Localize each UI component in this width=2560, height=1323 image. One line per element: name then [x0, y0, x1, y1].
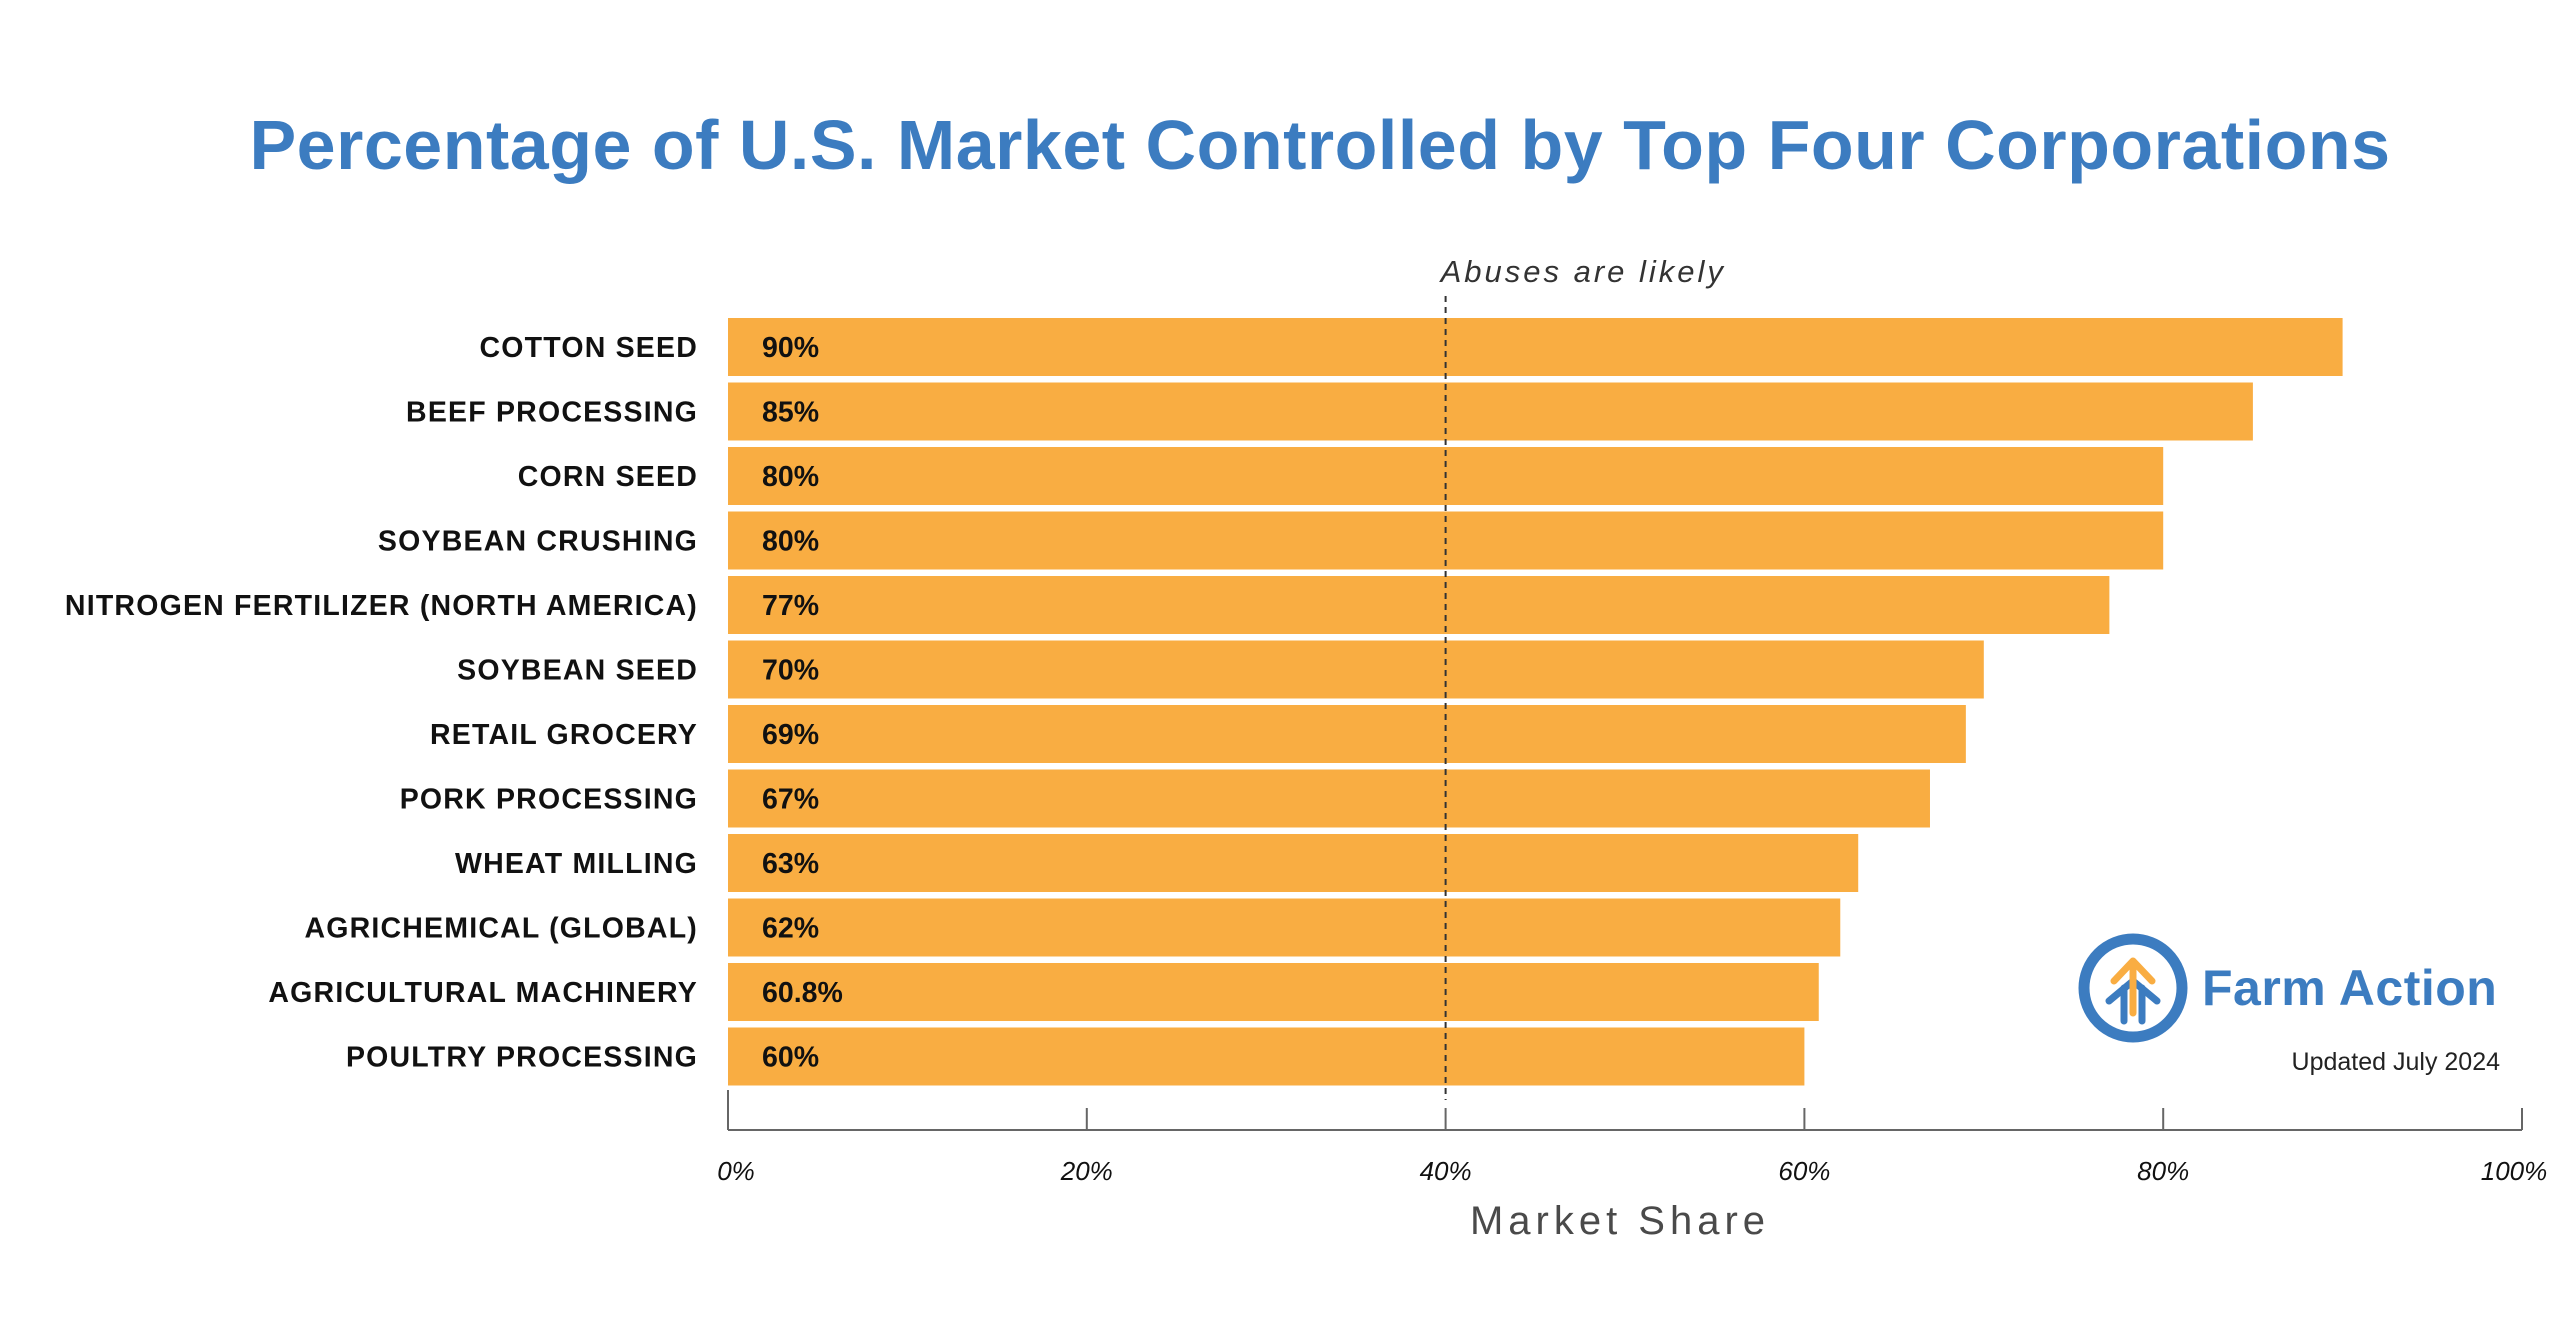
upward-arrows-circle-icon	[2078, 933, 2188, 1042]
farm-action-logo: Farm Action	[2078, 930, 2497, 1045]
category-label: PORK PROCESSING	[400, 784, 698, 816]
x-axis-title: Market Share	[1470, 1199, 1770, 1243]
x-axis: 0% 20% 40% 60% 80% 100%	[717, 1090, 2547, 1186]
category-label: AGRICULTURAL MACHINERY	[268, 977, 698, 1009]
x-tick-label: 80%	[2137, 1156, 2189, 1186]
data-label: 67%	[762, 784, 819, 816]
category-label: CORN SEED	[518, 461, 698, 493]
category-label: COTTON SEED	[479, 332, 698, 364]
category-label: WHEAT MILLING	[455, 848, 698, 880]
data-label: 80%	[762, 526, 819, 558]
x-tick-label: 100%	[2481, 1156, 2548, 1186]
data-labels: 90% 85% 80% 80% 77% 70% 69% 67% 63% 62% 60.8% 60%	[762, 332, 843, 1074]
chart-title: Percentage of U.S. Market Controlled by …	[249, 106, 2391, 184]
reference-line-label: Abuses are likely	[1439, 254, 1726, 289]
category-label: BEEF PROCESSING	[406, 397, 698, 429]
data-label: 80%	[762, 461, 819, 493]
reference-line-group: Abuses are likely	[1439, 254, 1726, 1100]
bar	[728, 963, 1819, 1021]
bar	[728, 382, 2253, 441]
data-label: 63%	[762, 848, 819, 880]
data-label: 60.8%	[762, 977, 843, 1009]
category-label: SOYBEAN CRUSHING	[378, 526, 698, 558]
bar	[728, 834, 1859, 892]
bar	[728, 705, 1966, 763]
data-label: 60%	[762, 1042, 819, 1074]
category-label: AGRICHEMICAL (GLOBAL)	[304, 913, 698, 945]
category-label: NITROGEN FERTILIZER (NORTH AMERICA)	[65, 590, 698, 622]
bars-layer	[728, 318, 2343, 1086]
data-label: 69%	[762, 719, 819, 751]
x-tick-label: 20%	[1060, 1156, 1113, 1186]
data-label: 62%	[762, 913, 819, 945]
category-labels: COTTON SEED BEEF PROCESSING CORN SEED SOYBE…	[65, 332, 698, 1074]
bar	[728, 640, 1984, 699]
category-label: SOYBEAN SEED	[457, 655, 698, 687]
x-tick-label: 60%	[1778, 1156, 1830, 1186]
bar	[728, 898, 1841, 957]
brand-name: Farm Action	[2202, 959, 2498, 1016]
category-label: RETAIL GROCERY	[430, 719, 698, 751]
data-label: 85%	[762, 397, 819, 429]
data-label: 70%	[762, 655, 819, 687]
bar	[728, 318, 2343, 376]
data-label: 90%	[762, 332, 819, 364]
bar	[728, 769, 1930, 828]
x-tick-label: 0%	[717, 1156, 755, 1186]
x-tick-label: 40%	[1420, 1156, 1472, 1186]
category-label: POULTRY PROCESSING	[346, 1042, 698, 1074]
bar	[728, 576, 2110, 634]
bar	[728, 1027, 1805, 1086]
data-label: 77%	[762, 590, 819, 622]
updated-note: Updated July 2024	[2291, 1048, 2500, 1076]
